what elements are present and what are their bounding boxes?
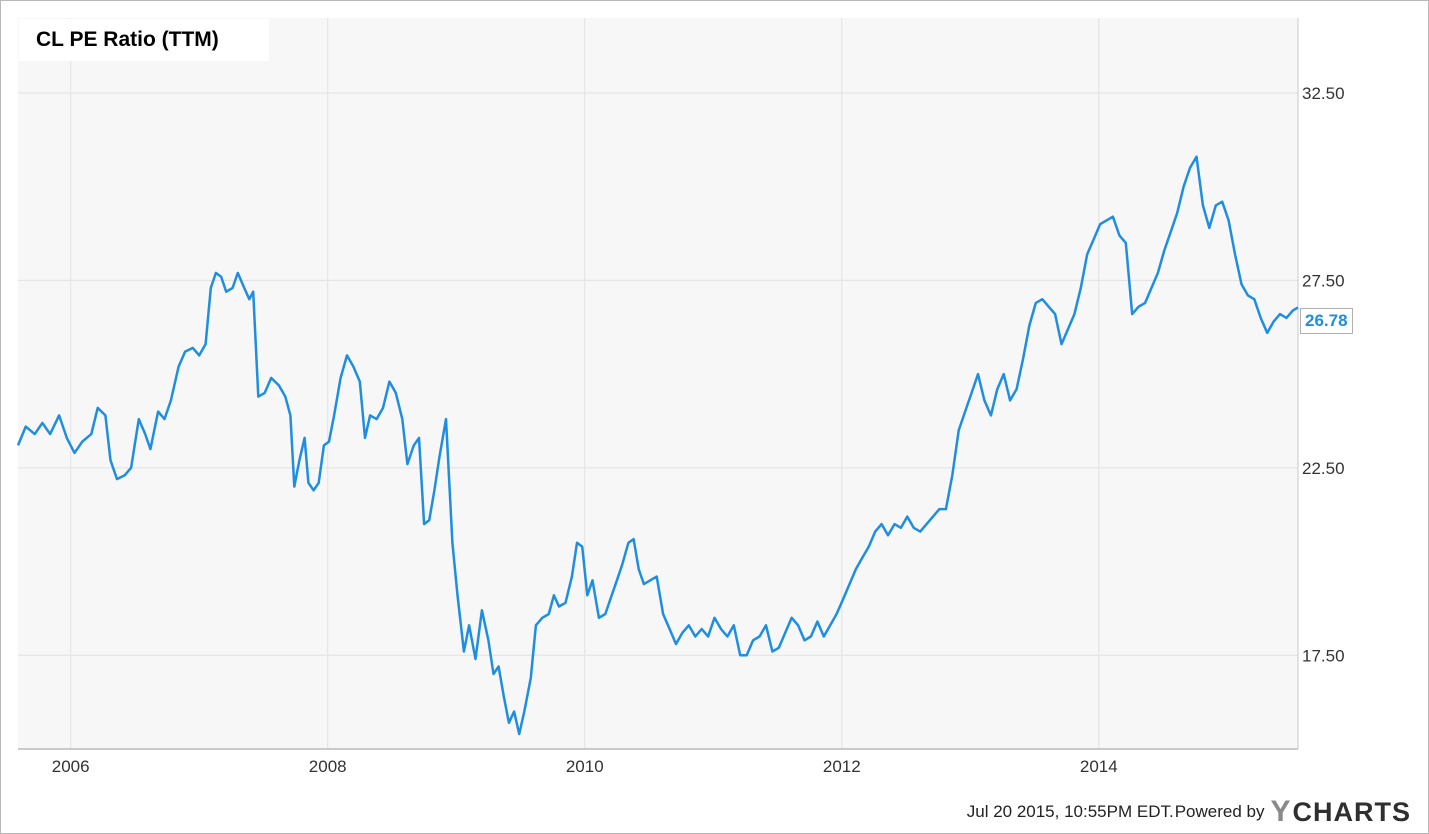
series-line-pe-ratio (16, 155, 1299, 736)
y-tick-label-3: 32.50 (1302, 84, 1345, 103)
axes (18, 18, 1299, 750)
plot-area (18, 18, 1298, 749)
y-tick-label-1: 22.50 (1302, 459, 1345, 478)
last-value-badge: 26.78 (1300, 308, 1353, 334)
ycharts-logo-y: Y (1270, 795, 1292, 828)
footer: Jul 20 2015, 10:55PM EDT. Powered by Y C… (966, 795, 1411, 829)
grid-lines (18, 18, 1298, 749)
chart-title: CL PE Ratio (TTM) (36, 28, 219, 51)
ycharts-logo[interactable]: Y CHARTS (1270, 795, 1411, 829)
y-tick-label-2: 27.50 (1302, 271, 1345, 290)
y-tick-label-0: 17.50 (1302, 646, 1345, 665)
x-tick-label-4: 2014 (1080, 757, 1118, 776)
x-tick-label-3: 2012 (823, 757, 861, 776)
ycharts-logo-text: CHARTS (1292, 796, 1411, 827)
x-tick-label-0: 2006 (52, 757, 90, 776)
x-tick-label-1: 2008 (309, 757, 347, 776)
powered-by-label: Powered by (1174, 802, 1265, 821)
x-tick-label-2: 2010 (566, 757, 604, 776)
tick-labels: 17.50 22.50 27.50 32.50 2006 2008 2010 2012 2014 (52, 84, 1345, 776)
timestamp: Jul 20 2015, 10:55PM EDT. (966, 802, 1174, 821)
chart-title-box: CL PE Ratio (TTM) (19, 19, 269, 61)
